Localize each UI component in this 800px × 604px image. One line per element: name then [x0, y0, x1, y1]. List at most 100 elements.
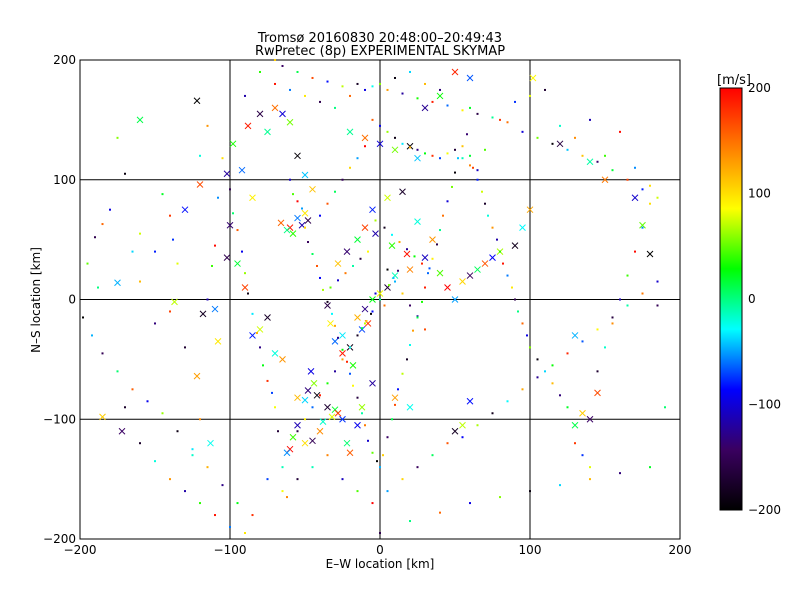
data-point-x-stroke: [294, 421, 301, 429]
data-point-dot: [364, 88, 366, 91]
data-point-dot: [409, 304, 411, 307]
data-point-x-stroke: [211, 305, 219, 313]
data-point-dot: [641, 188, 644, 191]
data-point-dot: [379, 298, 381, 301]
data-point-dot: [439, 157, 441, 160]
data-point-dot: [361, 412, 363, 415]
data-point-dot: [416, 466, 419, 469]
data-point-dot: [649, 184, 651, 187]
data-point-x: [601, 176, 609, 184]
data-point-x: [346, 128, 354, 136]
data-point-x-stroke: [294, 394, 301, 402]
data-point-dot: [286, 496, 288, 499]
data-point-dot: [466, 133, 468, 136]
data-point-x-stroke: [369, 206, 376, 214]
data-point-dot: [184, 346, 186, 349]
data-point-x: [301, 396, 309, 404]
data-point-dot: [331, 312, 333, 315]
data-point-x-stroke: [298, 221, 306, 229]
data-point-x-stroke: [193, 372, 201, 380]
data-point-dot: [431, 257, 434, 260]
data-point-dot: [356, 334, 359, 337]
data-point-x: [244, 122, 252, 130]
data-point-x-stroke: [283, 449, 291, 457]
data-point-dot: [664, 406, 666, 409]
y-tick-label: 100: [53, 173, 76, 187]
data-point-x-stroke: [283, 226, 291, 234]
data-point-x: [229, 140, 237, 148]
data-point-x: [277, 219, 285, 227]
data-point-dot: [379, 532, 381, 535]
data-point-x-stroke: [586, 158, 594, 166]
data-point-x: [334, 260, 342, 267]
data-point-x-stroke: [406, 142, 414, 150]
data-point-dot: [322, 288, 324, 291]
x-tick-label: −200: [64, 543, 97, 557]
data-point-dot: [97, 286, 99, 289]
data-point-dot: [329, 286, 332, 289]
data-point-dot: [262, 364, 264, 367]
colorbar-tick-label: 200: [748, 81, 771, 95]
data-point-dot: [311, 76, 314, 79]
data-point-x-stroke: [339, 332, 346, 339]
data-point-x: [414, 154, 421, 162]
data-point-dot: [529, 346, 531, 349]
data-point-dot: [251, 514, 254, 517]
data-point-x: [406, 266, 414, 273]
data-point-x-stroke: [181, 206, 189, 214]
data-point-dot: [184, 490, 186, 493]
data-point-dot: [304, 226, 306, 229]
data-point-dot: [604, 154, 606, 157]
data-point-dot: [359, 257, 362, 260]
y-tick-label: −100: [43, 412, 76, 426]
data-point-x: [459, 278, 466, 285]
data-point-x: [339, 415, 346, 423]
data-point-x-stroke: [271, 104, 279, 112]
data-point-dot: [521, 322, 524, 325]
data-point-dot: [266, 478, 269, 481]
data-point-dot: [397, 388, 399, 391]
data-point-x: [466, 272, 474, 279]
data-point-dot: [364, 145, 366, 148]
data-point-dot: [446, 442, 449, 445]
data-point-dot: [521, 388, 524, 391]
data-point-x-stroke: [279, 110, 286, 118]
data-point-dot: [316, 264, 318, 267]
data-point-dot: [439, 88, 441, 91]
data-point-dot: [356, 157, 359, 160]
data-point-dot: [199, 418, 201, 421]
data-point-x-stroke: [294, 214, 301, 222]
data-point-dot: [199, 154, 201, 157]
data-point-dot: [461, 157, 464, 160]
data-point-x: [171, 298, 178, 306]
data-point-dot: [559, 124, 561, 127]
data-point-x-stroke: [594, 389, 601, 397]
data-point-dot: [401, 292, 404, 295]
data-point-x-stroke: [436, 269, 444, 277]
data-point-x-stroke: [376, 290, 384, 297]
data-point-dot: [383, 304, 386, 307]
data-point-x-stroke: [301, 171, 309, 179]
data-point-dot: [296, 478, 299, 481]
data-point-dot: [506, 121, 509, 124]
data-point-dot: [382, 454, 384, 457]
data-point-dot: [514, 298, 516, 301]
data-point-dot: [124, 406, 126, 409]
data-point-dot: [397, 269, 399, 272]
data-point-dot: [596, 370, 599, 373]
data-point-dot: [424, 82, 426, 85]
data-point-x-stroke: [214, 338, 222, 345]
data-point-dot: [281, 490, 284, 493]
data-point-dot: [476, 169, 479, 172]
data-point-dot: [154, 322, 156, 325]
data-point-x-stroke: [466, 272, 474, 279]
data-point-dot: [376, 460, 378, 463]
data-point-dot: [634, 250, 636, 253]
data-point-dot: [469, 502, 471, 505]
data-point-dot: [476, 112, 479, 115]
data-point-x: [403, 250, 411, 258]
data-point-dot: [409, 146, 411, 149]
data-point-dot: [398, 241, 401, 244]
data-point-x-stroke: [406, 266, 414, 273]
data-point-dot: [511, 286, 513, 289]
